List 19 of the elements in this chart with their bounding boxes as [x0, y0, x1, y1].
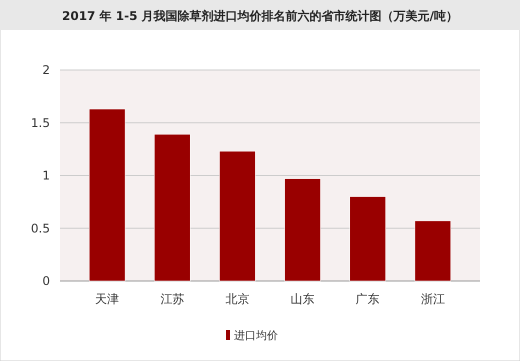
x-tick-label: 江苏	[160, 292, 184, 306]
y-tick-label: 2	[42, 63, 50, 77]
y-tick-label: 1.5	[30, 116, 50, 130]
bar	[154, 134, 190, 282]
y-tick-label: 0.5	[30, 221, 50, 236]
bar	[89, 108, 126, 282]
x-tick-label: 广东	[356, 292, 380, 306]
bar	[219, 150, 256, 282]
bar	[414, 220, 451, 282]
x-tick-label: 天津	[95, 292, 120, 306]
y-tick-label: 0	[42, 274, 50, 288]
x-tick-label: 山东	[290, 292, 315, 306]
bar	[284, 178, 321, 282]
x-tick-label: 北京	[225, 292, 250, 306]
chart-title: 2017 年 1-5 月我国除草剂进口均价排名前六的省市统计图（万美元/吨）	[62, 9, 458, 23]
legend-label: 进口均价	[234, 329, 278, 342]
y-tick-label: 1	[42, 168, 50, 182]
bar	[350, 196, 386, 282]
x-tick-label: 浙江	[420, 292, 445, 306]
